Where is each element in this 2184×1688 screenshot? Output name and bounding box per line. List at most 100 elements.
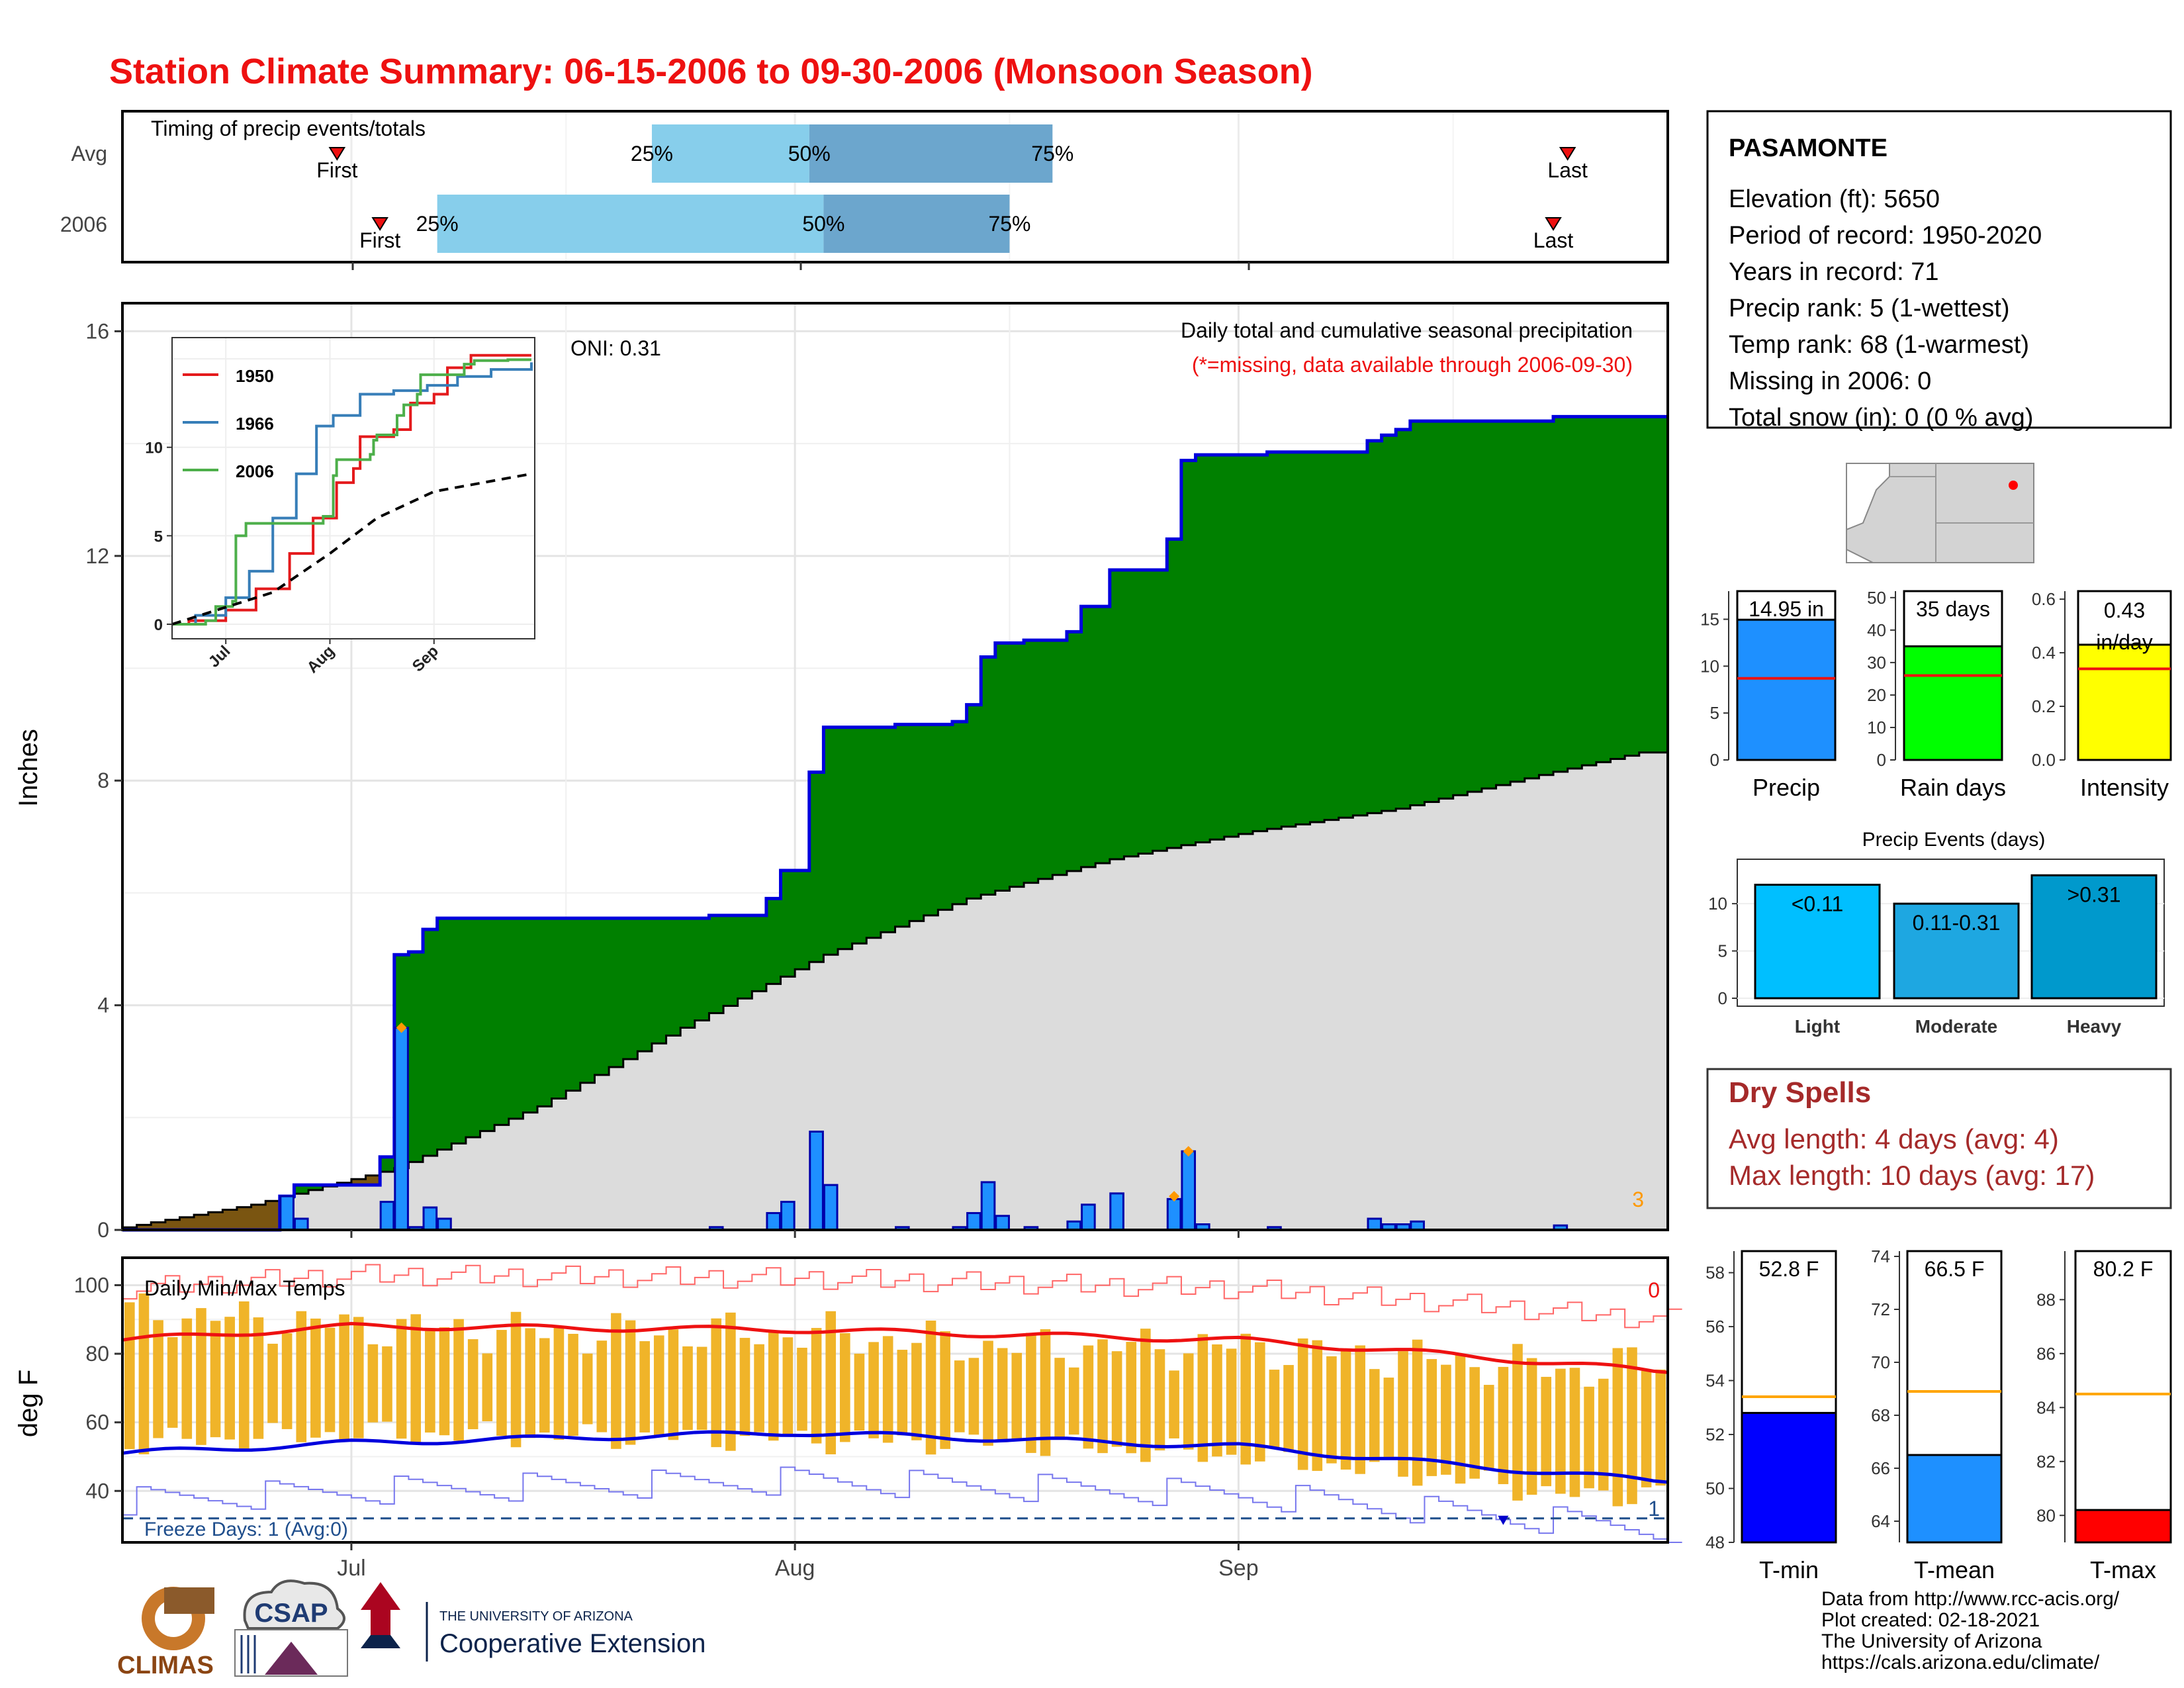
temp-range-bar bbox=[1326, 1356, 1337, 1464]
temp-range-bar bbox=[238, 1301, 250, 1449]
dry-spells-avg: Avg length: 4 days (avg: 4) bbox=[1729, 1123, 2059, 1154]
station-period: Period of record: 1950-2020 bbox=[1729, 222, 2042, 250]
temp-range-bar bbox=[1154, 1349, 1165, 1451]
temp-range-bar bbox=[668, 1329, 679, 1440]
daily-precip-bar bbox=[766, 1212, 782, 1231]
tmean-tick-label: 66 bbox=[1871, 1458, 1890, 1478]
temp-range-bar bbox=[568, 1333, 578, 1436]
temp-range-bar bbox=[1483, 1385, 1494, 1471]
precip-total-value: 14.95 in bbox=[1749, 597, 1824, 621]
station-info-frame bbox=[1706, 110, 2172, 429]
intensity-tick-label: 0.6 bbox=[2032, 589, 2056, 609]
main-ylabel: Inches bbox=[14, 729, 43, 807]
temp-range-bar bbox=[1412, 1339, 1423, 1486]
rain-days-value: 35 days bbox=[1916, 597, 1990, 621]
timing-bar-25-50 bbox=[437, 195, 824, 253]
dry-spells-box: Dry Spells Avg length: 4 days (avg: 4) M… bbox=[1706, 1068, 2172, 1209]
record-max-line bbox=[122, 1264, 1682, 1329]
inset-y-tick-label: 5 bbox=[154, 528, 163, 545]
temp-range-bar bbox=[911, 1342, 922, 1440]
main-axes: 0 4 8 12 16 bbox=[85, 319, 1240, 1242]
timing-last-label: Last bbox=[1533, 228, 1574, 252]
temp-y-tick-label: 60 bbox=[85, 1411, 109, 1434]
temp-range-bar bbox=[1111, 1351, 1122, 1447]
events-category-label: Moderate bbox=[1915, 1016, 1997, 1037]
events-tick-label: 10 bbox=[1708, 894, 1727, 914]
main-legend-line2: (*=missing, data available through 2006-… bbox=[1192, 353, 1633, 377]
temp-range-bar bbox=[1269, 1370, 1280, 1448]
location-map bbox=[1846, 463, 2034, 563]
temp-range-bar bbox=[1026, 1333, 1036, 1453]
daily-precip-bar bbox=[809, 1131, 824, 1231]
precip-total-label: Precip bbox=[1752, 774, 1820, 801]
temp-range-bar bbox=[453, 1319, 464, 1441]
daily-precip-bar bbox=[823, 1184, 839, 1231]
tmin-chart: 48 50 52 54 56 58 52.8 F T-min bbox=[1706, 1250, 1837, 1583]
footer-line-2: Plot created: 02-18-2021 bbox=[1821, 1609, 2040, 1631]
rain-days-label: Rain days bbox=[1900, 774, 2006, 801]
temp-x-tick-label: Jul bbox=[337, 1556, 365, 1581]
timing-p25-label: 25% bbox=[631, 142, 673, 165]
avg-cumulative-area bbox=[122, 752, 1668, 1230]
temp-plot: 40 60 80 100 Jul Aug Sep deg F Daily Min/Max T… bbox=[14, 1256, 1682, 1581]
temp-range-bar bbox=[1498, 1366, 1509, 1485]
temp-range-bar bbox=[1083, 1345, 1094, 1449]
tmax-tick-label: 80 bbox=[2036, 1505, 2056, 1525]
temp-range-bar bbox=[754, 1344, 764, 1432]
timing-first-marker bbox=[328, 147, 346, 161]
temp-range-bar bbox=[1126, 1342, 1137, 1454]
intensity-chart: 0.0 0.2 0.4 0.6 0.43 in/day Intensity bbox=[2032, 589, 2172, 801]
timing-p25-label: 25% bbox=[416, 212, 459, 236]
temp-range-bar bbox=[625, 1320, 636, 1445]
temp-range-bar bbox=[1555, 1368, 1566, 1494]
tmean-value: 66.5 F bbox=[1925, 1257, 1985, 1281]
precip-events-chart: Precip Events (days) 0 5 10 <0.11 Light 0.11-… bbox=[1708, 829, 2165, 1037]
temp-range-bar bbox=[1383, 1378, 1394, 1459]
inset-frame bbox=[171, 337, 535, 639]
y-tick-label: 4 bbox=[97, 994, 109, 1017]
daily-precip-bar bbox=[1109, 1192, 1124, 1231]
freeze-marker bbox=[1498, 1515, 1509, 1525]
daily-precip-bar bbox=[780, 1201, 796, 1231]
station-years: Years in record: 71 bbox=[1729, 258, 1939, 286]
temp-x-tick-label: Aug bbox=[775, 1556, 815, 1581]
precip-total-bar bbox=[1736, 618, 1837, 761]
avg-min-line bbox=[122, 1430, 1668, 1484]
temp-range-bar bbox=[1569, 1368, 1580, 1497]
temp-range-bar bbox=[696, 1346, 707, 1430]
tmax-tick-label: 84 bbox=[2036, 1397, 2056, 1417]
temp-range-bar bbox=[1369, 1369, 1380, 1462]
tmax-tick-label: 88 bbox=[2036, 1289, 2056, 1309]
temp-range-bar bbox=[1398, 1351, 1408, 1477]
timing-last-label: Last bbox=[1547, 158, 1588, 182]
intensity-label: Intensity bbox=[2080, 774, 2169, 801]
temp-range-bar bbox=[768, 1331, 779, 1441]
events-tick-label: 5 bbox=[1718, 941, 1727, 961]
rain-days-tick-label: 40 bbox=[1867, 620, 1886, 640]
temp-range-bar bbox=[882, 1336, 893, 1443]
tmean-chart: 64 66 68 70 72 74 66.5 F T-mean bbox=[1871, 1246, 2003, 1583]
tmax-value: 80.2 F bbox=[2093, 1257, 2154, 1281]
tmean-tick-label: 64 bbox=[1871, 1511, 1890, 1531]
temp-range-bar bbox=[1355, 1345, 1365, 1474]
temp-lines bbox=[122, 1264, 1682, 1543]
temp-range-bar bbox=[611, 1313, 621, 1449]
freeze-days-count: 1 bbox=[1648, 1497, 1660, 1521]
temp-range-bar bbox=[525, 1328, 535, 1438]
inset-series-line bbox=[172, 358, 531, 626]
timing-last-marker bbox=[1559, 147, 1576, 161]
tmin-tick-label: 58 bbox=[1706, 1263, 1725, 1283]
temp-range-bar bbox=[1226, 1348, 1237, 1455]
temp-range-bar bbox=[596, 1340, 608, 1432]
tmin-label: T-min bbox=[1759, 1556, 1819, 1583]
tmax-chart: 80 82 84 86 88 80.2 F T-max bbox=[2036, 1250, 2172, 1583]
avg-max-line bbox=[122, 1322, 1668, 1374]
intensity-value-unit: in/day bbox=[2096, 630, 2152, 654]
temp-y-tick-label: 80 bbox=[85, 1342, 109, 1366]
timing-first-label: First bbox=[359, 228, 400, 252]
temp-range-bar bbox=[1054, 1358, 1065, 1440]
inset-grid bbox=[172, 338, 535, 639]
temp-range-bar bbox=[1212, 1344, 1222, 1457]
temp-range-bar bbox=[1441, 1364, 1451, 1475]
